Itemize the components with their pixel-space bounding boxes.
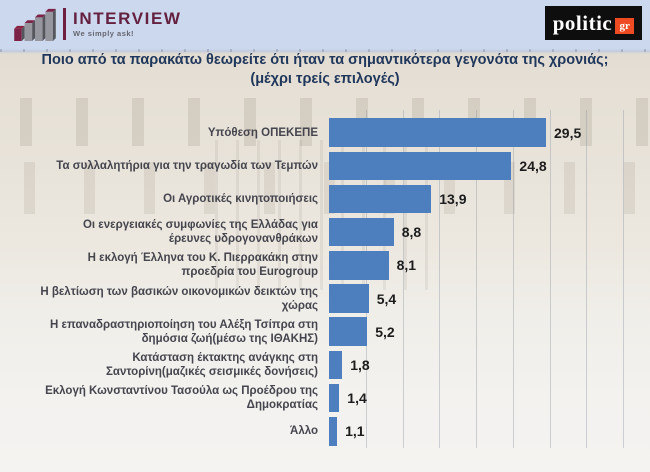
gridline: [402, 110, 404, 448]
bar-row: Άλλο 1,1: [22, 415, 650, 448]
gridline: [476, 110, 478, 448]
bar-value: 13,9: [439, 190, 467, 207]
bar-rows: Υπόθεση ΟΠΕΚΕΠΕ 29,5 Τα συλλαλητήρια για τ…: [22, 116, 650, 448]
bar-row: Οι ενεργειακές συμφωνίες της Ελλάδας για…: [22, 216, 650, 249]
bar-row: Εκλογή Κωνσταντίνου Τασούλα ως Προέδρου …: [22, 382, 650, 415]
bar-row: Τα συλλαλητήρια για την τραγωδία των Τεμ…: [22, 149, 650, 182]
bar-value: 5,2: [375, 323, 395, 340]
bar-value: 5,4: [376, 290, 397, 307]
logo-divider: [63, 8, 66, 40]
bar-row: Κατάσταση έκτακτης ανάγκης στη Σαντορίνη…: [22, 348, 650, 381]
gridline: [549, 110, 551, 448]
gridline: [439, 110, 441, 448]
bar-label: Εκλογή Κωνσταντίνου Τασούλα ως Προέδρου …: [45, 385, 318, 412]
bar-row: Η βελτίωση των βασικών οικονομικών δεικτ…: [22, 282, 650, 315]
bar: [329, 151, 512, 181]
bar: [329, 217, 394, 247]
bar-value: 1,1: [345, 423, 365, 440]
politic-gr-badge: gr: [615, 18, 635, 34]
bar-value: 29,5: [554, 124, 582, 141]
bar: [329, 350, 343, 380]
bar-label: Τα συλλαλητήρια για την τραγωδία των Τεμ…: [56, 159, 318, 172]
bar: [329, 251, 389, 280]
bar-chart-3d-icon: [14, 8, 56, 41]
interview-logo: INTERVIEW We simply ask!: [14, 6, 182, 42]
chart-title-line1: Ποιο από τα παρακάτω θεωρείτε ότι ήταν τ…: [41, 52, 609, 68]
bar-value: 8,8: [401, 224, 422, 241]
interview-tagline: We simply ask!: [73, 29, 135, 38]
bar-value: 24,8: [519, 157, 547, 174]
bar-row: Οι Αγροτικές κινητοποιήσεις 13,9: [22, 182, 650, 215]
bar-label: Η εκλογή Έλληνα του Κ. Πιερρακάκη στην π…: [87, 252, 318, 279]
bar: [329, 118, 546, 147]
interview-brand-text: INTERVIEW: [73, 9, 182, 28]
background-window-row-2: [0, 162, 650, 214]
bar-label: Η επαναδραστηριοποίηση του Αλέξη Τσίπρα …: [50, 318, 318, 345]
bar-label: Υπόθεση ΟΠΕΚΕΠΕ: [207, 126, 318, 139]
bar-label: Οι ενεργειακές συμφωνίες της Ελλάδας για…: [82, 219, 318, 246]
bar-chart: Υπόθεση ΟΠΕΚΕΠΕ 29,5 Τα συλλαλητήρια για τ…: [22, 110, 650, 448]
bar: [329, 383, 340, 413]
gridline: [586, 110, 588, 448]
bar-row: Η επαναδραστηριοποίηση του Αλέξη Τσίπρα …: [22, 315, 650, 348]
chart-title: Ποιο από τα παρακάτω θεωρείτε ότι ήταν τ…: [0, 51, 650, 89]
chart-title-line2: (μέχρι τρείς επιλογές): [250, 71, 400, 87]
bar-row: Υπόθεση ΟΠΕΚΕΠΕ 29,5: [22, 116, 650, 149]
gridline: [623, 110, 625, 448]
bar-row: Η εκλογή Έλληνα του Κ. Πιερρακάκη στην π…: [22, 249, 650, 282]
politic-logo: politic gr: [545, 6, 642, 40]
bar: [329, 284, 369, 313]
bar-value: 1,8: [350, 356, 370, 373]
bar: [329, 184, 432, 214]
bar-value: 1,4: [347, 390, 367, 407]
bar: [329, 417, 338, 446]
bar-label: Άλλο: [290, 425, 318, 438]
bar-value: 8,1: [396, 257, 417, 274]
gridline: [512, 110, 514, 448]
bar: [329, 317, 368, 346]
bar-label: Η βελτίωση των βασικών οικονομικών δεικτ…: [40, 285, 318, 312]
background-roofline: [0, 49, 650, 52]
bar-label: Κατάσταση έκτακτης ανάγκης στη Σαντορίνη…: [105, 351, 318, 378]
politic-brand-text: politic: [552, 10, 613, 35]
bar-label: Οι Αγροτικές κινητοποιήσεις: [163, 192, 318, 205]
